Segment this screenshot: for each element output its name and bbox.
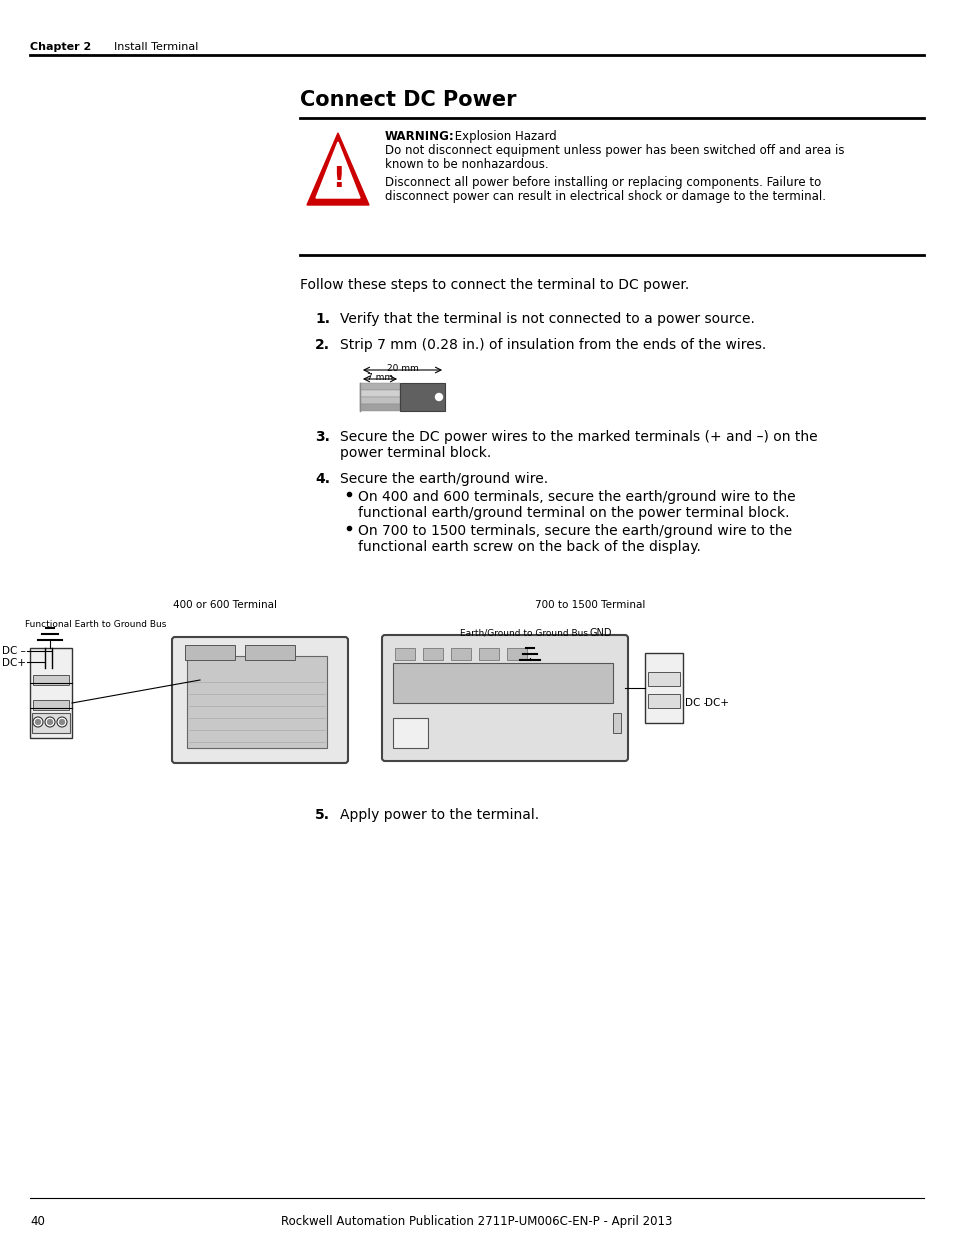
Text: Install Terminal: Install Terminal [100,42,198,52]
Text: On 700 to 1500 terminals, secure the earth/ground wire to the: On 700 to 1500 terminals, secure the ear… [357,524,791,538]
Text: Explosion Hazard: Explosion Hazard [451,130,557,143]
Text: Verify that the terminal is not connected to a power source.: Verify that the terminal is not connecte… [339,312,754,326]
Text: DC+: DC+ [2,658,26,668]
Polygon shape [307,133,369,205]
Bar [359,383,399,390]
Text: 700 to 1500 Terminal: 700 to 1500 Terminal [535,600,644,610]
Bar [613,713,620,734]
Text: power terminal block.: power terminal block. [339,446,491,459]
Text: Secure the earth/ground wire.: Secure the earth/ground wire. [339,472,548,487]
Circle shape [57,718,67,727]
Bar [393,718,428,748]
Text: Apply power to the terminal.: Apply power to the terminal. [339,808,538,823]
Bar [359,404,399,411]
Polygon shape [315,142,359,198]
Bar [647,672,679,685]
Bar [30,648,71,739]
Text: DC+: DC+ [704,698,728,708]
Text: 400 or 600 Terminal: 400 or 600 Terminal [172,600,276,610]
Bar [422,648,442,659]
Circle shape [48,720,52,725]
Bar [644,653,682,722]
Bar [33,700,69,710]
Text: !: ! [332,165,344,193]
Bar [32,713,70,734]
Text: 4.: 4. [314,472,330,487]
Bar [359,390,399,396]
Bar [33,676,69,685]
FancyBboxPatch shape [381,635,627,761]
Bar [506,648,526,659]
Text: Disconnect all power before installing or replacing components. Failure to: Disconnect all power before installing o… [385,177,821,189]
Bar [393,663,613,703]
Text: Functional Earth to Ground Bus: Functional Earth to Ground Bus [25,620,166,629]
Text: 1.: 1. [314,312,330,326]
Text: Connect DC Power: Connect DC Power [299,90,516,110]
Text: Strip 7 mm (0.28 in.) of insulation from the ends of the wires.: Strip 7 mm (0.28 in.) of insulation from… [339,338,765,352]
Text: functional earth/ground terminal on the power terminal block.: functional earth/ground terminal on the … [357,506,789,520]
Text: WARNING:: WARNING: [385,130,455,143]
Text: Secure the DC power wires to the marked terminals (+ and –) on the: Secure the DC power wires to the marked … [339,430,817,445]
Text: 2.: 2. [314,338,330,352]
Text: DC –: DC – [2,646,26,656]
Bar [395,648,415,659]
Circle shape [33,718,43,727]
Bar [399,383,444,411]
Text: Earth/Ground to Ground Bus: Earth/Ground to Ground Bus [459,629,587,637]
Text: functional earth screw on the back of the display.: functional earth screw on the back of th… [357,540,700,555]
Text: 5.: 5. [314,808,330,823]
Circle shape [59,720,65,725]
Circle shape [45,718,55,727]
Bar [478,648,498,659]
Text: Rockwell Automation Publication 2711P-UM006C-EN-P - April 2013: Rockwell Automation Publication 2711P-UM… [281,1215,672,1228]
Text: On 400 and 600 terminals, secure the earth/ground wire to the: On 400 and 600 terminals, secure the ear… [357,490,795,504]
Text: known to be nonhazardous.: known to be nonhazardous. [385,158,548,170]
Text: Follow these steps to connect the terminal to DC power.: Follow these steps to connect the termin… [299,278,688,291]
Text: 40: 40 [30,1215,45,1228]
Text: GND: GND [589,629,612,638]
Bar [187,656,327,748]
Text: Do not disconnect equipment unless power has been switched off and area is: Do not disconnect equipment unless power… [385,144,843,157]
Text: disconnect power can result in electrical shock or damage to the terminal.: disconnect power can result in electrica… [385,190,825,203]
Bar [359,396,399,404]
Text: DC -: DC - [684,698,706,708]
Text: 3.: 3. [314,430,330,445]
Circle shape [35,720,40,725]
Circle shape [435,394,442,400]
Bar [245,645,294,659]
Bar [451,648,471,659]
Text: 20 mm: 20 mm [386,364,418,373]
Text: Chapter 2: Chapter 2 [30,42,91,52]
Text: 7 mm: 7 mm [367,373,393,382]
Bar [647,694,679,708]
Bar [185,645,234,659]
FancyBboxPatch shape [172,637,348,763]
